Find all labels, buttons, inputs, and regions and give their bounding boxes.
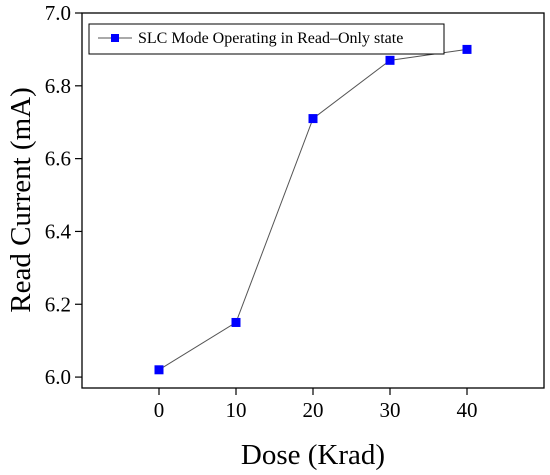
series-layer [154,44,472,375]
y-tick-label: 6.0 [45,365,71,389]
x-tick-label: 40 [457,398,478,422]
data-point [231,317,241,327]
plot-frame [81,12,545,389]
legend-label: SLC Mode Operating in Read–Only state [138,30,403,47]
x-tick-label: 30 [380,398,401,422]
y-tick-label: 6.6 [45,147,71,171]
legend-box [88,23,445,55]
y-tick-label: 6.8 [45,74,71,98]
legend: SLC Mode Operating in Read–Only state [88,23,445,55]
data-point [308,114,318,124]
x-tick-label: 20 [303,398,324,422]
y-axis-ticks: 6.0 6.2 6.4 6.6 6.8 7.0 [45,1,82,389]
series-line [158,48,468,371]
x-axis-ticks: 0 10 20 30 40 [154,388,478,422]
data-point [462,44,472,54]
y-axis-title: Read Current (mA) [5,87,37,313]
x-tick-label: 0 [154,398,165,422]
y-tick-label: 6.2 [45,292,71,316]
y-tick-label: 6.4 [45,219,72,243]
legend-marker [111,34,119,42]
x-tick-label: 10 [226,398,247,422]
y-tick-label: 7.0 [45,1,71,25]
data-point [385,55,395,65]
x-axis-title: Dose (Krad) [241,439,385,471]
data-point [154,365,164,375]
